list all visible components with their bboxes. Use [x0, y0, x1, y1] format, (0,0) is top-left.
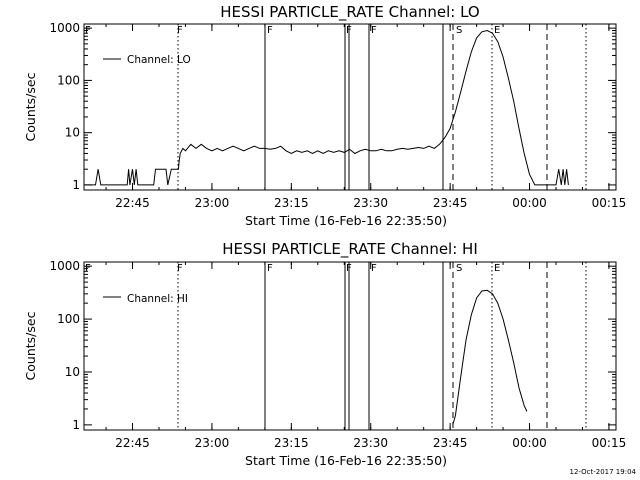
y-tick-label: 1000: [49, 259, 80, 273]
series-line: [452, 289, 528, 426]
event-marker-label: E: [494, 263, 500, 274]
y-tick-label: 1: [72, 178, 80, 192]
y-tick-label: 10: [65, 365, 80, 379]
event-marker-label: F: [371, 263, 377, 274]
x-tick-label: 23:30: [353, 196, 388, 210]
y-tick-label: 10: [65, 126, 80, 140]
x-tick-label: 23:45: [433, 436, 468, 450]
y-axis-label-hi: Counts/sec: [23, 311, 38, 380]
x-tick-label: 00:15: [592, 436, 627, 450]
series-line: [84, 29, 569, 186]
x-axis-label-lo: Start Time (16-Feb-16 22:35:50): [245, 213, 447, 228]
timestamp-footer: 12-Oct-2017 19:04: [570, 468, 637, 476]
x-tick-label: 23:45: [433, 196, 468, 210]
x-tick-label: 22:45: [115, 196, 150, 210]
plot-frame: [83, 23, 617, 191]
legend-label-hi: Channel: HI: [127, 293, 188, 305]
y-tick-label: 1: [72, 418, 80, 432]
event-marker-label: F: [177, 263, 183, 274]
event-marker-label: F: [267, 263, 273, 274]
x-tick-label: 00:00: [512, 196, 547, 210]
x-tick-label: 23:15: [274, 196, 309, 210]
event-marker-label: F: [346, 25, 352, 36]
x-tick-label: 00:15: [592, 196, 627, 210]
y-tick-label: 100: [57, 312, 80, 326]
chart-title-hi: HESSI PARTICLE_RATE Channel: HI: [222, 240, 478, 259]
x-tick-label: 23:15: [274, 436, 309, 450]
event-marker-label: F: [85, 263, 91, 274]
plot-frame: [83, 261, 617, 431]
panel-hi: HESSI PARTICLE_RATE Channel: HI Start Ti…: [23, 240, 626, 468]
panel-lo: HESSI PARTICLE_RATE Channel: LO Start Ti…: [23, 3, 626, 228]
event-marker-label: S: [456, 25, 462, 36]
event-marker-label: E: [494, 25, 500, 36]
event-marker-label: F: [177, 25, 183, 36]
x-axis-label-hi: Start Time (16-Feb-16 22:35:50): [245, 453, 447, 468]
y-tick-label: 100: [57, 73, 80, 87]
chart-title-lo: HESSI PARTICLE_RATE Channel: LO: [220, 3, 479, 22]
y-axis-label-lo: Counts/sec: [23, 72, 38, 141]
x-tick-label: 23:00: [195, 436, 230, 450]
x-tick-label: 22:45: [115, 436, 150, 450]
event-marker-label: S: [456, 263, 462, 274]
event-marker-label: F: [346, 263, 352, 274]
x-tick-label: 23:00: [195, 196, 230, 210]
event-marker-label: F: [85, 25, 91, 36]
x-tick-label: 23:30: [353, 436, 388, 450]
event-marker-label: F: [267, 25, 273, 36]
y-tick-label: 1000: [49, 21, 80, 35]
legend-label-lo: Channel: LO: [127, 54, 191, 66]
x-tick-label: 00:00: [512, 436, 547, 450]
event-marker-label: F: [371, 25, 377, 36]
